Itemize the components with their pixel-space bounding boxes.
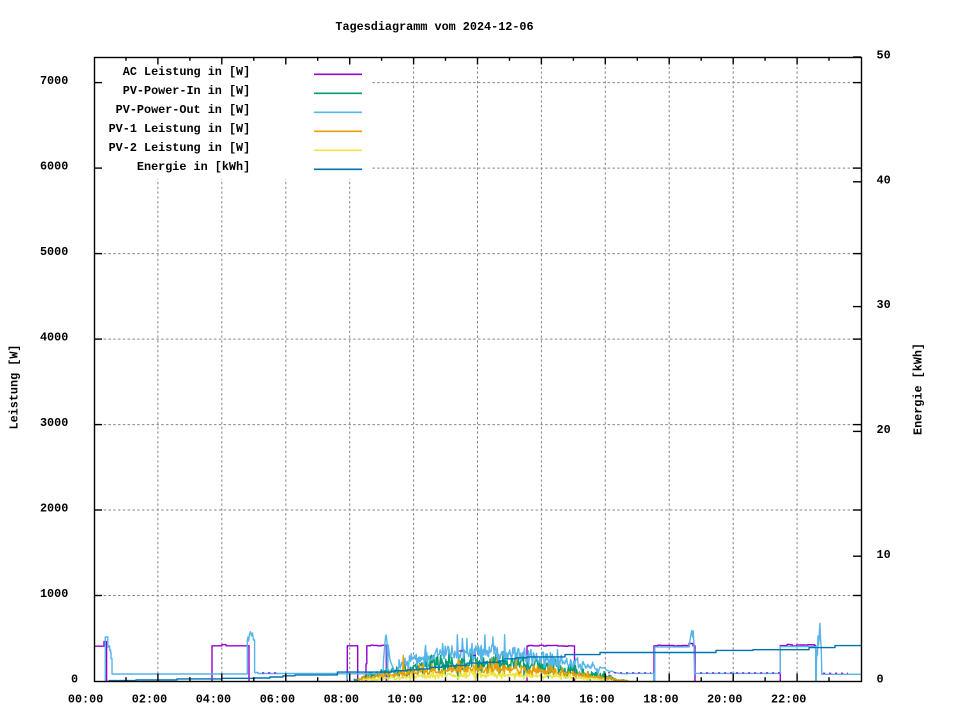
- svg-text:00:00: 00:00: [68, 693, 103, 707]
- svg-text:4000: 4000: [40, 331, 68, 345]
- svg-text:3000: 3000: [40, 416, 68, 430]
- svg-text:10:00: 10:00: [387, 693, 422, 707]
- svg-text:04:00: 04:00: [196, 693, 231, 707]
- svg-text:0: 0: [71, 673, 78, 687]
- svg-text:20:00: 20:00: [707, 693, 742, 707]
- svg-text:02:00: 02:00: [132, 693, 167, 707]
- svg-text:Leistung [W]: Leistung [W]: [8, 345, 22, 430]
- svg-text:PV-Power-Out in [W]: PV-Power-Out in [W]: [116, 103, 251, 117]
- svg-text:40: 40: [877, 173, 891, 187]
- svg-text:0: 0: [877, 673, 884, 687]
- svg-text:12:00: 12:00: [451, 693, 486, 707]
- svg-text:1000: 1000: [40, 587, 68, 601]
- svg-text:08:00: 08:00: [324, 693, 359, 707]
- svg-text:22:00: 22:00: [771, 693, 806, 707]
- svg-text:14:00: 14:00: [515, 693, 550, 707]
- svg-text:2000: 2000: [40, 502, 68, 516]
- svg-text:Energie in [kWh]: Energie in [kWh]: [137, 160, 250, 174]
- svg-text:20: 20: [877, 423, 891, 437]
- svg-text:Tagesdiagramm vom 2024-12-06: Tagesdiagramm vom 2024-12-06: [335, 20, 533, 34]
- svg-text:7000: 7000: [40, 74, 68, 88]
- svg-text:30: 30: [877, 298, 891, 312]
- svg-text:PV-1 Leistung in [W]: PV-1 Leistung in [W]: [109, 122, 251, 136]
- svg-text:18:00: 18:00: [643, 693, 678, 707]
- svg-text:AC Leistung in [W]: AC Leistung in [W]: [123, 65, 250, 79]
- svg-text:5000: 5000: [40, 245, 68, 259]
- svg-text:50: 50: [877, 49, 891, 63]
- svg-text:06:00: 06:00: [260, 693, 295, 707]
- svg-text:Energie [kWh]: Energie [kWh]: [912, 343, 926, 435]
- svg-text:16:00: 16:00: [579, 693, 614, 707]
- svg-text:10: 10: [877, 548, 891, 562]
- svg-text:6000: 6000: [40, 160, 68, 174]
- svg-text:PV-Power-In in [W]: PV-Power-In in [W]: [123, 84, 250, 98]
- svg-text:PV-2 Leistung in [W]: PV-2 Leistung in [W]: [109, 141, 251, 155]
